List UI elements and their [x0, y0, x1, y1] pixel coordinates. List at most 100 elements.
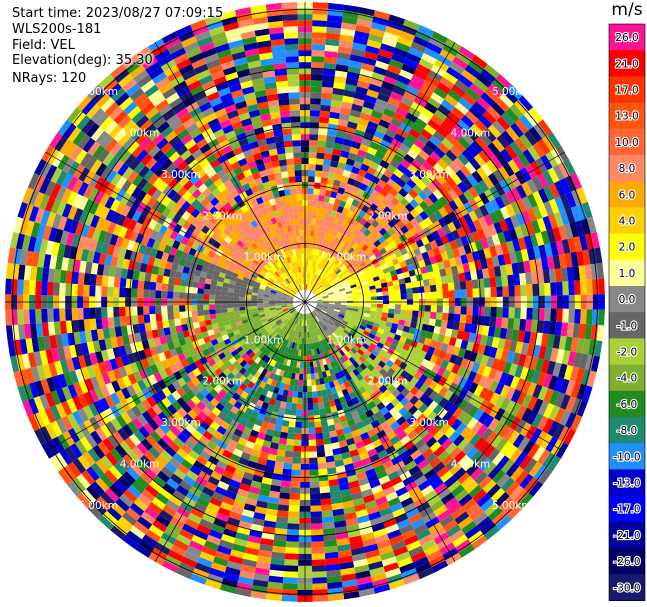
velocity-gate [229, 479, 241, 489]
velocity-gate [276, 290, 283, 294]
velocity-gate [526, 382, 537, 397]
velocity-gate [136, 402, 147, 415]
velocity-gate [301, 325, 304, 332]
velocity-gate [405, 133, 418, 144]
velocity-gate [301, 343, 304, 350]
velocity-gate [122, 258, 130, 270]
velocity-gate [310, 319, 313, 325]
velocity-gate [392, 481, 406, 492]
velocity-gate [137, 288, 144, 298]
velocity-gate [338, 314, 345, 319]
velocity-gate [252, 313, 259, 318]
velocity-gate [238, 375, 247, 383]
velocity-gate [427, 346, 436, 355]
velocity-gate [199, 491, 212, 503]
velocity-gate [307, 337, 311, 344]
velocity-gate [227, 287, 235, 293]
velocity-gate [492, 78, 508, 94]
velocity-gate [505, 107, 520, 123]
velocity-gate [452, 534, 469, 548]
velocity-gate [364, 94, 378, 104]
velocity-gate [334, 338, 341, 345]
velocity-gate [223, 572, 240, 582]
velocity-gate [23, 265, 32, 281]
velocity-gate [372, 155, 383, 165]
velocity-gate [429, 441, 442, 453]
velocity-gate [332, 447, 342, 456]
velocity-gate [141, 534, 158, 548]
velocity-gate [433, 383, 444, 394]
velocity-gate [586, 279, 593, 295]
velocity-gate [317, 300, 323, 302]
velocity-gate [431, 230, 441, 240]
velocity-gate [248, 486, 261, 495]
velocity-gate [370, 303, 377, 308]
velocity-gate [273, 333, 280, 341]
velocity-gate [84, 378, 95, 392]
velocity-gate [355, 174, 365, 183]
velocity-gate [263, 292, 270, 296]
velocity-gate [230, 276, 238, 282]
velocity-gate [316, 295, 322, 298]
velocity-gate [426, 233, 435, 243]
velocity-gate [495, 152, 508, 167]
velocity-gate [64, 446, 78, 462]
velocity-gate [308, 152, 317, 159]
velocity-gate [321, 504, 333, 512]
velocity-gate [314, 291, 320, 296]
velocity-gate [479, 132, 493, 147]
velocity-gate [191, 287, 198, 294]
velocity-gate [243, 336, 251, 343]
velocity-gate [37, 336, 46, 352]
velocity-gate [375, 223, 384, 232]
velocity-gate [478, 287, 485, 298]
velocity-gate [331, 154, 340, 162]
velocity-gate [105, 382, 116, 395]
velocity-gate [31, 337, 40, 353]
velocity-gate [273, 467, 284, 475]
velocity-gate [474, 471, 488, 485]
velocity-gate [225, 269, 233, 276]
velocity-gate [51, 347, 60, 363]
velocity-gate [240, 283, 248, 288]
velocity-gate [240, 477, 253, 487]
velocity-gate [255, 278, 262, 284]
velocity-gate [428, 390, 439, 401]
velocity-gate [201, 370, 210, 379]
velocity-gate [100, 349, 110, 362]
velocity-gate [333, 142, 343, 151]
velocity-gate [454, 489, 469, 502]
velocity-gate [544, 346, 553, 361]
velocity-gate [307, 385, 313, 392]
velocity-gate [392, 85, 406, 97]
velocity-gate [319, 480, 330, 488]
velocity-gate [86, 485, 101, 501]
velocity-gate [186, 470, 199, 482]
velocity-gate [370, 211, 379, 220]
velocity-gate [91, 500, 107, 516]
velocity-gate [146, 407, 158, 419]
velocity-gate [389, 435, 401, 446]
velocity-gate [151, 392, 162, 404]
velocity-gate [287, 296, 294, 300]
velocity-gate [460, 235, 469, 246]
velocity-gate [480, 334, 488, 346]
velocity-gate [166, 341, 175, 351]
velocity-gate [427, 271, 435, 279]
velocity-gate [409, 198, 420, 209]
velocity-gate [86, 225, 96, 239]
velocity-gate [112, 159, 125, 173]
velocity-gate [473, 153, 486, 167]
velocity-gate [346, 254, 353, 261]
velocity-gate [366, 555, 382, 565]
velocity-gate [439, 327, 447, 336]
velocity-gate [87, 141, 101, 156]
velocity-gate [299, 361, 304, 368]
velocity-gate [291, 366, 297, 374]
velocity-gate [363, 375, 372, 383]
velocity-gate [102, 437, 115, 452]
velocity-gate [103, 231, 113, 245]
velocity-gate [266, 283, 273, 289]
velocity-gate [245, 297, 252, 301]
velocity-gate [374, 444, 386, 454]
